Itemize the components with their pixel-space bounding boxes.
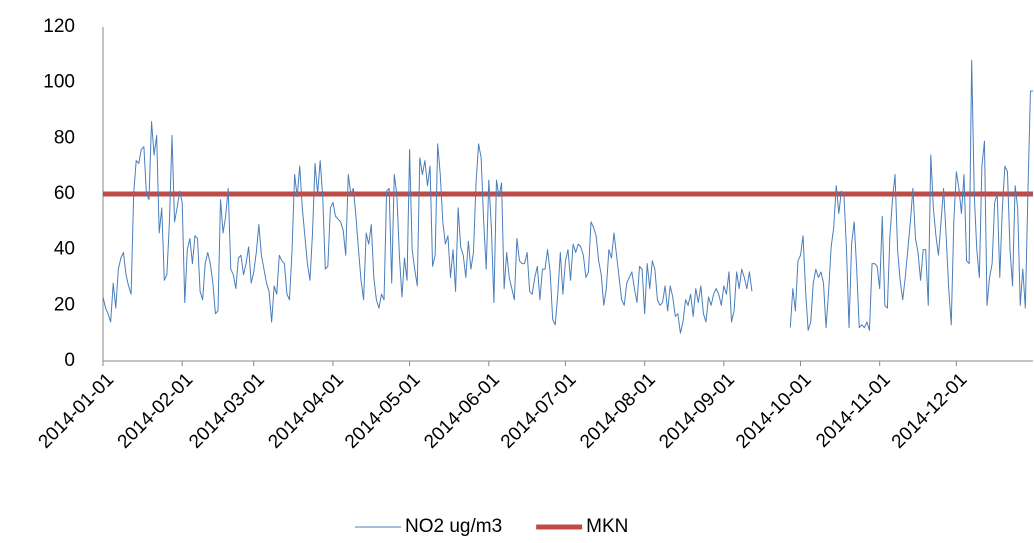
x-tick-label: 2014-01-01 [34, 369, 118, 453]
x-tick-label: 2014-11-01 [812, 369, 895, 452]
y-tick-label: 80 [54, 127, 75, 148]
legend-label: MKN [586, 516, 628, 537]
x-tick-label: 2014-08-01 [576, 369, 660, 453]
y-tick-label: 100 [43, 72, 75, 93]
x-tick-label: 2014-02-01 [114, 369, 198, 453]
series-line [102, 59, 1033, 334]
x-tick-label: 2014-07-01 [497, 369, 581, 453]
x-tick-label: 2014-05-01 [341, 369, 425, 453]
x-tick-label: 2014-03-01 [185, 369, 269, 453]
x-tick-label: 2014-09-01 [655, 369, 739, 453]
y-tick-label: 60 [54, 183, 75, 204]
y-tick-label: 0 [64, 350, 75, 371]
legend-label: NO2 ug/m3 [405, 516, 502, 537]
x-tick-label: 2014-04-01 [264, 369, 348, 453]
y-tick-label: 120 [43, 16, 75, 37]
x-tick-label: 2014-10-01 [732, 369, 816, 453]
y-tick-label: 20 [54, 294, 75, 315]
x-tick-label: 2014-12-01 [888, 369, 972, 453]
x-tick-label: 2014-06-01 [420, 369, 504, 453]
y-tick-label: 40 [54, 239, 75, 260]
